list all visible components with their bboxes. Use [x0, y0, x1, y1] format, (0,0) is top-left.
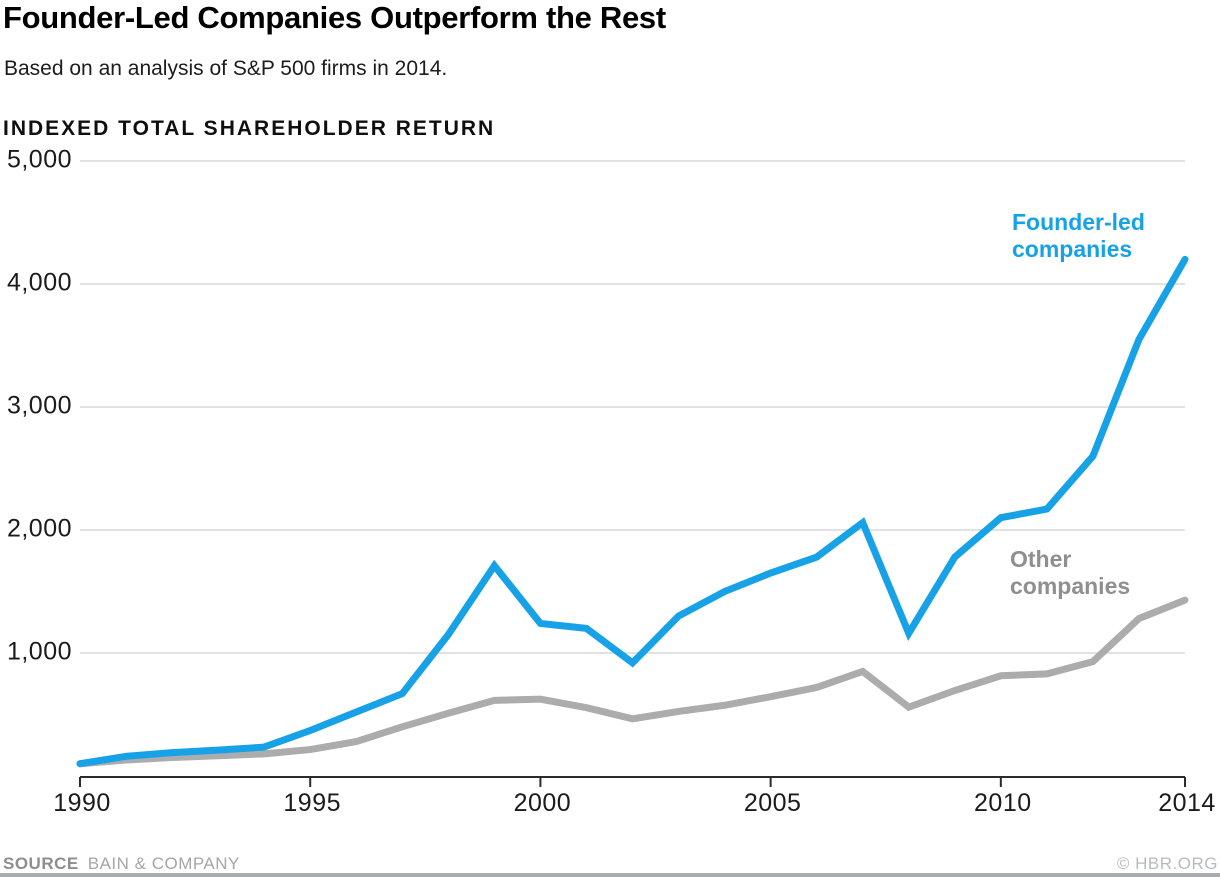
- y-axis-label-4000: 4,000: [6, 268, 72, 297]
- y-axis-title: INDEXED TOTAL SHAREHOLDER RETURN: [3, 117, 496, 140]
- legend-founder-led-companies: Founder-led companies: [1012, 209, 1145, 262]
- footer: SOURCE BAIN & COMPANY © HBR.ORG: [3, 854, 1218, 874]
- x-axis-label-2000: 2000: [513, 789, 572, 817]
- chart-subtitle: Based on an analysis of S&P 500 firms in…: [4, 57, 448, 80]
- x-axis-label-2005: 2005: [743, 789, 802, 817]
- legend-other-companies: Other companies: [1010, 546, 1131, 599]
- bottom-border-strip: [0, 873, 1220, 877]
- x-axis-label-1990: 1990: [53, 789, 111, 817]
- y-axis-label-1000: 1,000: [6, 637, 72, 666]
- source-label: SOURCE: [3, 854, 79, 873]
- other-companies-line: [76, 596, 1189, 768]
- credit-hbr-org: © HBR.ORG: [1116, 854, 1218, 873]
- y-axis-label-2000: 2,000: [6, 514, 72, 543]
- source-value: BAIN & COMPANY: [87, 854, 240, 873]
- founder-led-companies-line: [76, 255, 1189, 768]
- x-axis-label-2014: 2014: [1158, 789, 1216, 817]
- y-axis-label-5000: 5,000: [6, 145, 72, 174]
- x-axis-label-1995: 1995: [283, 789, 342, 817]
- chart-title: Founder-Led Companies Outperform the Res…: [3, 0, 666, 35]
- x-axis-label-2010: 2010: [974, 789, 1032, 817]
- y-axis-label-3000: 3,000: [6, 391, 72, 420]
